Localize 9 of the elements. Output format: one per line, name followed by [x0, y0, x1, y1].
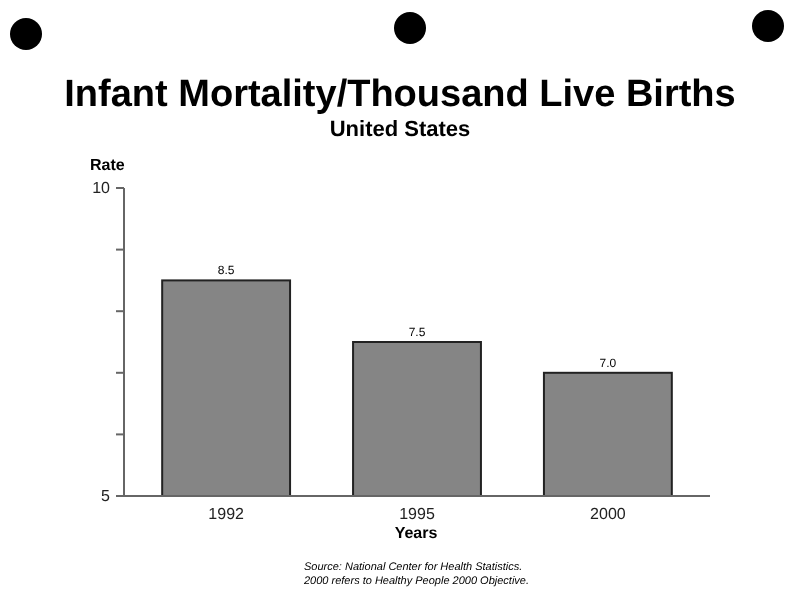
- x-tick-label: 1995: [399, 505, 436, 524]
- x-axis-title: Years: [394, 524, 439, 542]
- chart-title: Infant Mortality/Thousand Live Births: [64, 74, 736, 116]
- y-axis-title: Rate: [90, 156, 126, 174]
- y-tick-label: 10: [92, 179, 112, 198]
- x-tick-label: 2000: [590, 505, 627, 524]
- y-tick-label: 5: [101, 487, 112, 506]
- x-tick-label: 1992: [208, 505, 246, 524]
- chart-subtitle: United States: [329, 118, 471, 142]
